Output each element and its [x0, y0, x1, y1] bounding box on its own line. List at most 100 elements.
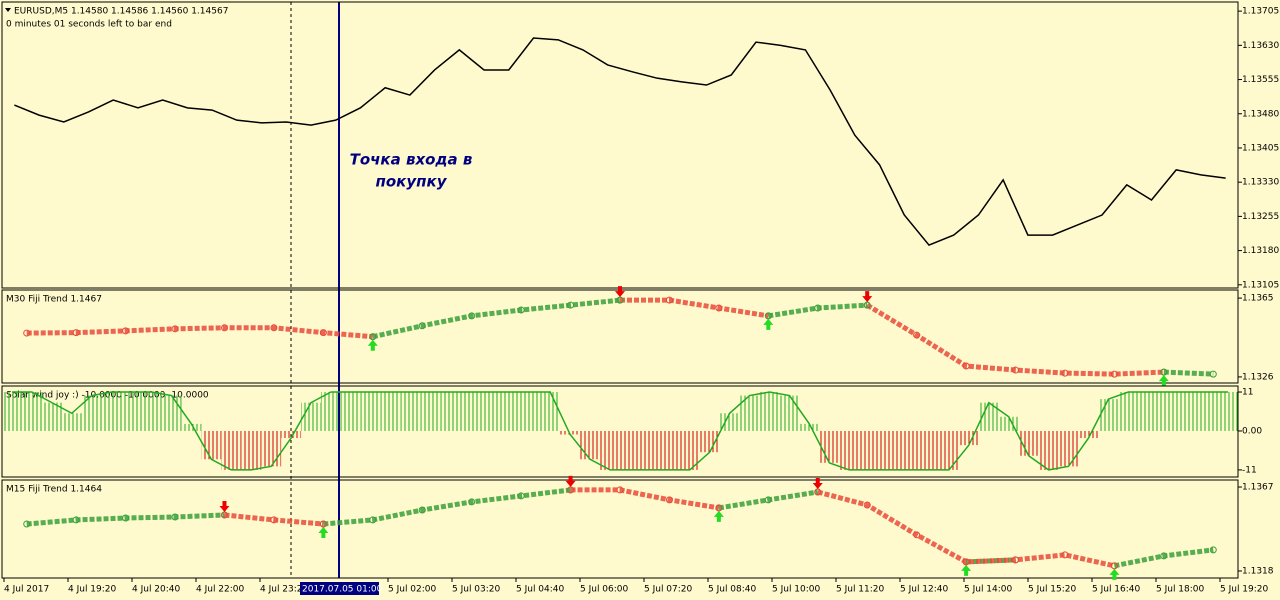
signal-arrow — [1109, 568, 1120, 580]
histogram-bar — [1198, 392, 1219, 431]
x-tick-label: 4 Jul 19:20 — [68, 585, 117, 595]
menu-arrow — [5, 8, 11, 12]
x-tick-label: 5 Jul 15:20 — [1028, 585, 1077, 595]
histogram-bar — [261, 430, 282, 467]
histogram-bar — [201, 430, 222, 460]
panel-title: EURUSD,M5 1.14580 1.14586 1.14560 1.1456… — [14, 7, 228, 17]
histogram-bar — [1018, 430, 1039, 456]
trend-point — [319, 520, 327, 528]
x-tick-label: 5 Jul 06:00 — [580, 585, 629, 595]
x-tick-label: 5 Jul 03:20 — [452, 585, 501, 595]
histogram-bar — [739, 395, 760, 431]
y-tick-label: 0.00 — [1242, 426, 1262, 436]
histogram-bar — [400, 392, 421, 431]
histogram-bar — [440, 392, 461, 431]
y-tick-label: 1.13630 — [1242, 41, 1279, 51]
histogram-bar — [221, 430, 242, 470]
trend-line — [1113, 547, 1214, 569]
x-tick-label: 4 Jul 20:40 — [132, 585, 181, 595]
y-tick-label: 1.1318 — [1242, 566, 1274, 576]
trend-point — [715, 504, 723, 512]
histogram-bar — [2, 392, 22, 431]
y-tick-label: 1.13705 — [1242, 7, 1279, 17]
histogram-bar — [61, 413, 82, 431]
signal-arrow — [1158, 375, 1169, 387]
annotation: Точка входа в — [350, 151, 473, 169]
y-tick-label: 1.13255 — [1242, 212, 1279, 222]
histogram-bar — [540, 392, 561, 431]
x-tick-label: 5 Jul 14:00 — [964, 585, 1013, 595]
x-tick-label: 5 Jul 18:00 — [1156, 585, 1205, 595]
y-tick-label: 1.13105 — [1242, 280, 1279, 290]
histogram-bar — [241, 430, 262, 470]
histogram-bar — [1118, 392, 1139, 431]
signal-arrow — [367, 339, 378, 351]
x-tick-label: 5 Jul 16:40 — [1092, 585, 1141, 595]
trend-line — [372, 297, 621, 340]
signal-arrow — [961, 564, 972, 576]
signal-arrow — [713, 510, 724, 522]
y-tick-label: 1.13180 — [1242, 246, 1279, 256]
histogram-bar — [919, 430, 939, 470]
histogram-bar — [1038, 430, 1059, 470]
histogram-bar — [1178, 392, 1199, 431]
histogram-bar — [978, 402, 999, 431]
histogram-outline — [11, 391, 1229, 471]
signal-arrow — [812, 477, 823, 489]
histogram-bar — [938, 430, 959, 470]
trend-point — [863, 301, 871, 309]
histogram-bar — [819, 430, 840, 463]
trend-line — [26, 512, 225, 527]
panel-title: M15 Fiji Trend 1.1464 — [6, 485, 102, 495]
y-tick-label: 1.13480 — [1242, 109, 1279, 119]
y-tick-label: 1.1365 — [1242, 294, 1274, 304]
histogram-bar — [460, 392, 481, 431]
histogram-bar — [1138, 392, 1159, 431]
x-tick-label: 5 Jul 08:40 — [708, 585, 757, 595]
y-tick-label: 1.13405 — [1242, 143, 1279, 153]
histogram-bar — [41, 402, 62, 431]
signal-arrow — [565, 475, 576, 487]
panel-title: M30 Fiji Trend 1.1467 — [6, 295, 102, 305]
histogram-bar — [799, 423, 820, 431]
trend-line — [718, 489, 819, 511]
histogram-bar — [121, 392, 142, 431]
histogram-bar — [380, 392, 401, 431]
histogram-bar — [560, 430, 581, 435]
histogram-bar — [580, 430, 601, 460]
trend-line — [26, 325, 374, 340]
histogram-bar — [360, 392, 381, 431]
trend-point — [319, 329, 327, 337]
histogram-bar — [958, 430, 979, 446]
histogram-bar — [699, 430, 720, 453]
trend-point — [1209, 546, 1217, 554]
histogram-bar — [879, 430, 900, 470]
x-tick-label: 4 Jul 22:00 — [196, 585, 245, 595]
trend-line — [1163, 369, 1214, 377]
histogram-bar — [679, 430, 700, 470]
signal-arrow — [763, 318, 774, 330]
histogram-bar — [659, 430, 680, 470]
y-tick-label: 1.1367 — [1242, 483, 1274, 493]
x-tick-label: 5 Jul 12:40 — [900, 585, 949, 595]
histogram-bar — [759, 392, 780, 431]
histogram-bar — [639, 430, 660, 470]
x-label-highlight — [300, 582, 379, 595]
x-tick-label: 5 Jul 07:20 — [644, 585, 693, 595]
histogram-bar — [161, 395, 182, 431]
x-tick-label: 5 Jul 04:40 — [516, 585, 565, 595]
histogram-bar — [1158, 392, 1179, 431]
x-tick-label: 4 Jul 23:2 — [260, 585, 303, 595]
price-line — [14, 37, 1226, 247]
histogram-bar — [520, 392, 541, 431]
trend-line — [224, 512, 324, 527]
signal-arrow — [318, 527, 329, 539]
panel — [1, 385, 1239, 478]
signal-arrow — [219, 500, 230, 512]
x-tick-label: 4 Jul 2017 — [4, 585, 49, 595]
y-tick-label: -11 — [1242, 465, 1257, 475]
trend-line — [767, 302, 868, 319]
histogram-bar — [21, 392, 42, 431]
y-tick-label: 1.1326 — [1242, 372, 1274, 382]
